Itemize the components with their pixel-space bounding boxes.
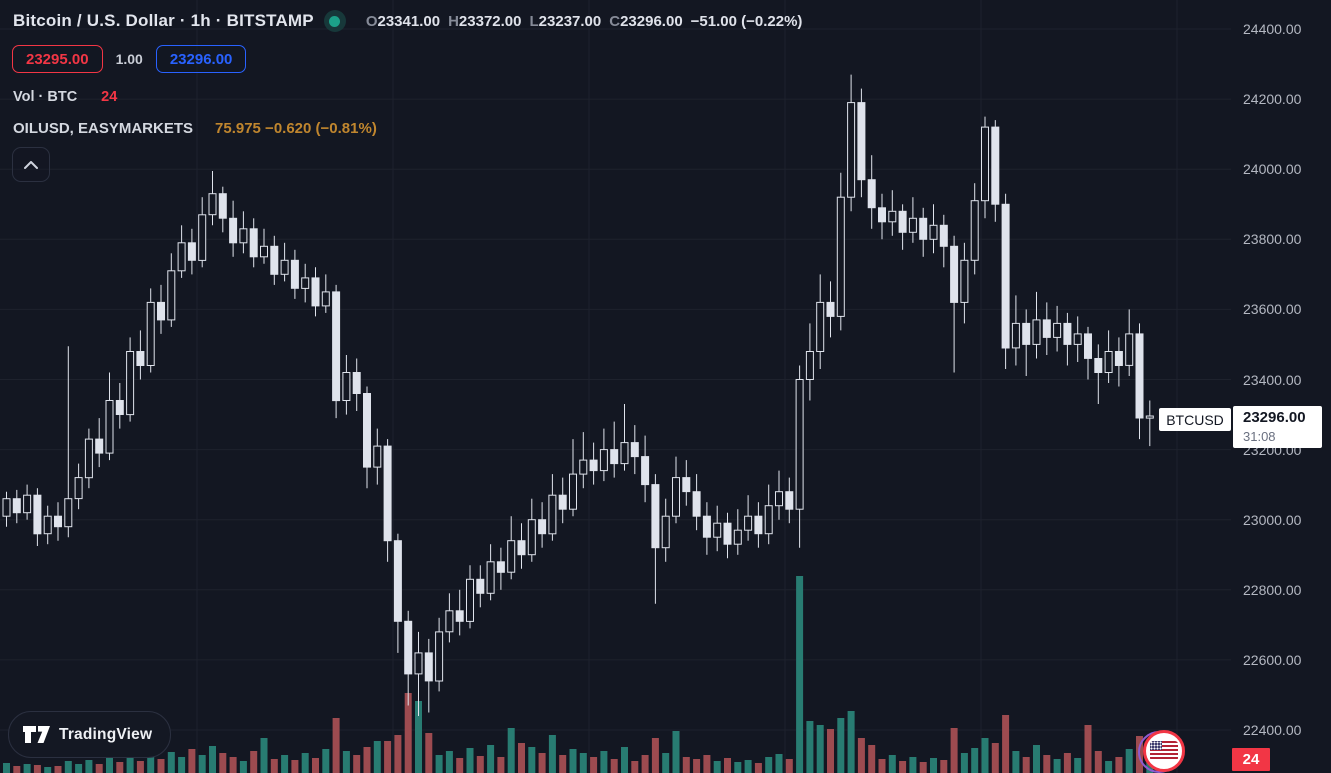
bar-countdown: 31:08 [1243, 429, 1276, 444]
spread-value: 1.00 [115, 51, 143, 67]
price-axis-label: 23000.00 [1243, 511, 1302, 528]
price-axis-label: 24400.00 [1243, 21, 1302, 37]
indicator-name: OILUSD, EASYMARKETS [13, 120, 194, 137]
price-axis-label: 23600.00 [1243, 301, 1302, 318]
last-price-label: 23296.00 31:08 [1233, 406, 1322, 448]
high-value: 23372.00 [458, 12, 522, 30]
price-axis-label: 24200.00 [1243, 91, 1302, 108]
price-axis[interactable]: 24400.00 24200.00 24000.00 23800.00 23600.00… [1231, 0, 1331, 773]
chevron-up-icon [24, 160, 38, 169]
change-value: −51.00 (−0.22%) [690, 12, 803, 30]
volume-study-legend[interactable]: Vol · BTC 24 [13, 89, 117, 105]
tradingview-logo-text: TradingView [59, 725, 153, 743]
symbol-title[interactable]: Bitcoin / U.S. Dollar · 1h · BITSTAMP [13, 11, 314, 30]
market-status-icon [323, 10, 346, 32]
price-axis-label: 23400.00 [1243, 371, 1302, 388]
sell-bid-button[interactable]: 23295.00 [12, 45, 103, 73]
symbol-price-flag: BTCUSD [1159, 408, 1231, 431]
volume-study-value: 24 [101, 89, 118, 105]
buy-ask-button[interactable]: 23296.00 [155, 45, 247, 73]
chart-legend: Bitcoin / U.S. Dollar · 1h · BITSTAMP O2… [13, 10, 802, 32]
price-axis-label: 22400.00 [1243, 722, 1302, 738]
price-axis-label: 23800.00 [1243, 231, 1302, 248]
open-value: 23341.00 [377, 12, 441, 30]
tradingview-mark-icon [23, 726, 50, 743]
indicator-legend[interactable]: OILUSD, EASYMARKETS 75.975 −0.620 (−0.81… [13, 120, 377, 137]
open-label: O [365, 12, 378, 30]
last-price-value: 23296.00 [1243, 409, 1306, 426]
price-axis-label: 24000.00 [1243, 161, 1302, 178]
close-label: C [609, 12, 621, 30]
us-flag-icon [1143, 730, 1185, 772]
indicator-values: 75.975 −0.620 (−0.81%) [215, 120, 377, 137]
tradingview-logo[interactable]: TradingView [8, 711, 172, 758]
ohlc-values: O23341.00 H23372.00 L23237.00 C23296.00 … [358, 13, 803, 30]
price-axis-label: 22800.00 [1243, 581, 1302, 598]
close-value: 23296.00 [620, 12, 683, 30]
low-label: L [529, 12, 539, 30]
price-axis-label: 22600.00 [1243, 651, 1302, 668]
low-value: 23237.00 [538, 12, 602, 30]
bid-ask-row: 23295.00 1.00 23296.00 [12, 45, 247, 73]
economic-event-marker[interactable] [1138, 730, 1186, 773]
collapse-legend-button[interactable] [12, 147, 50, 182]
volume-study-label: Vol · BTC [13, 89, 78, 105]
volume-axis-badge: 24 [1232, 748, 1270, 771]
high-label: H [448, 12, 459, 30]
